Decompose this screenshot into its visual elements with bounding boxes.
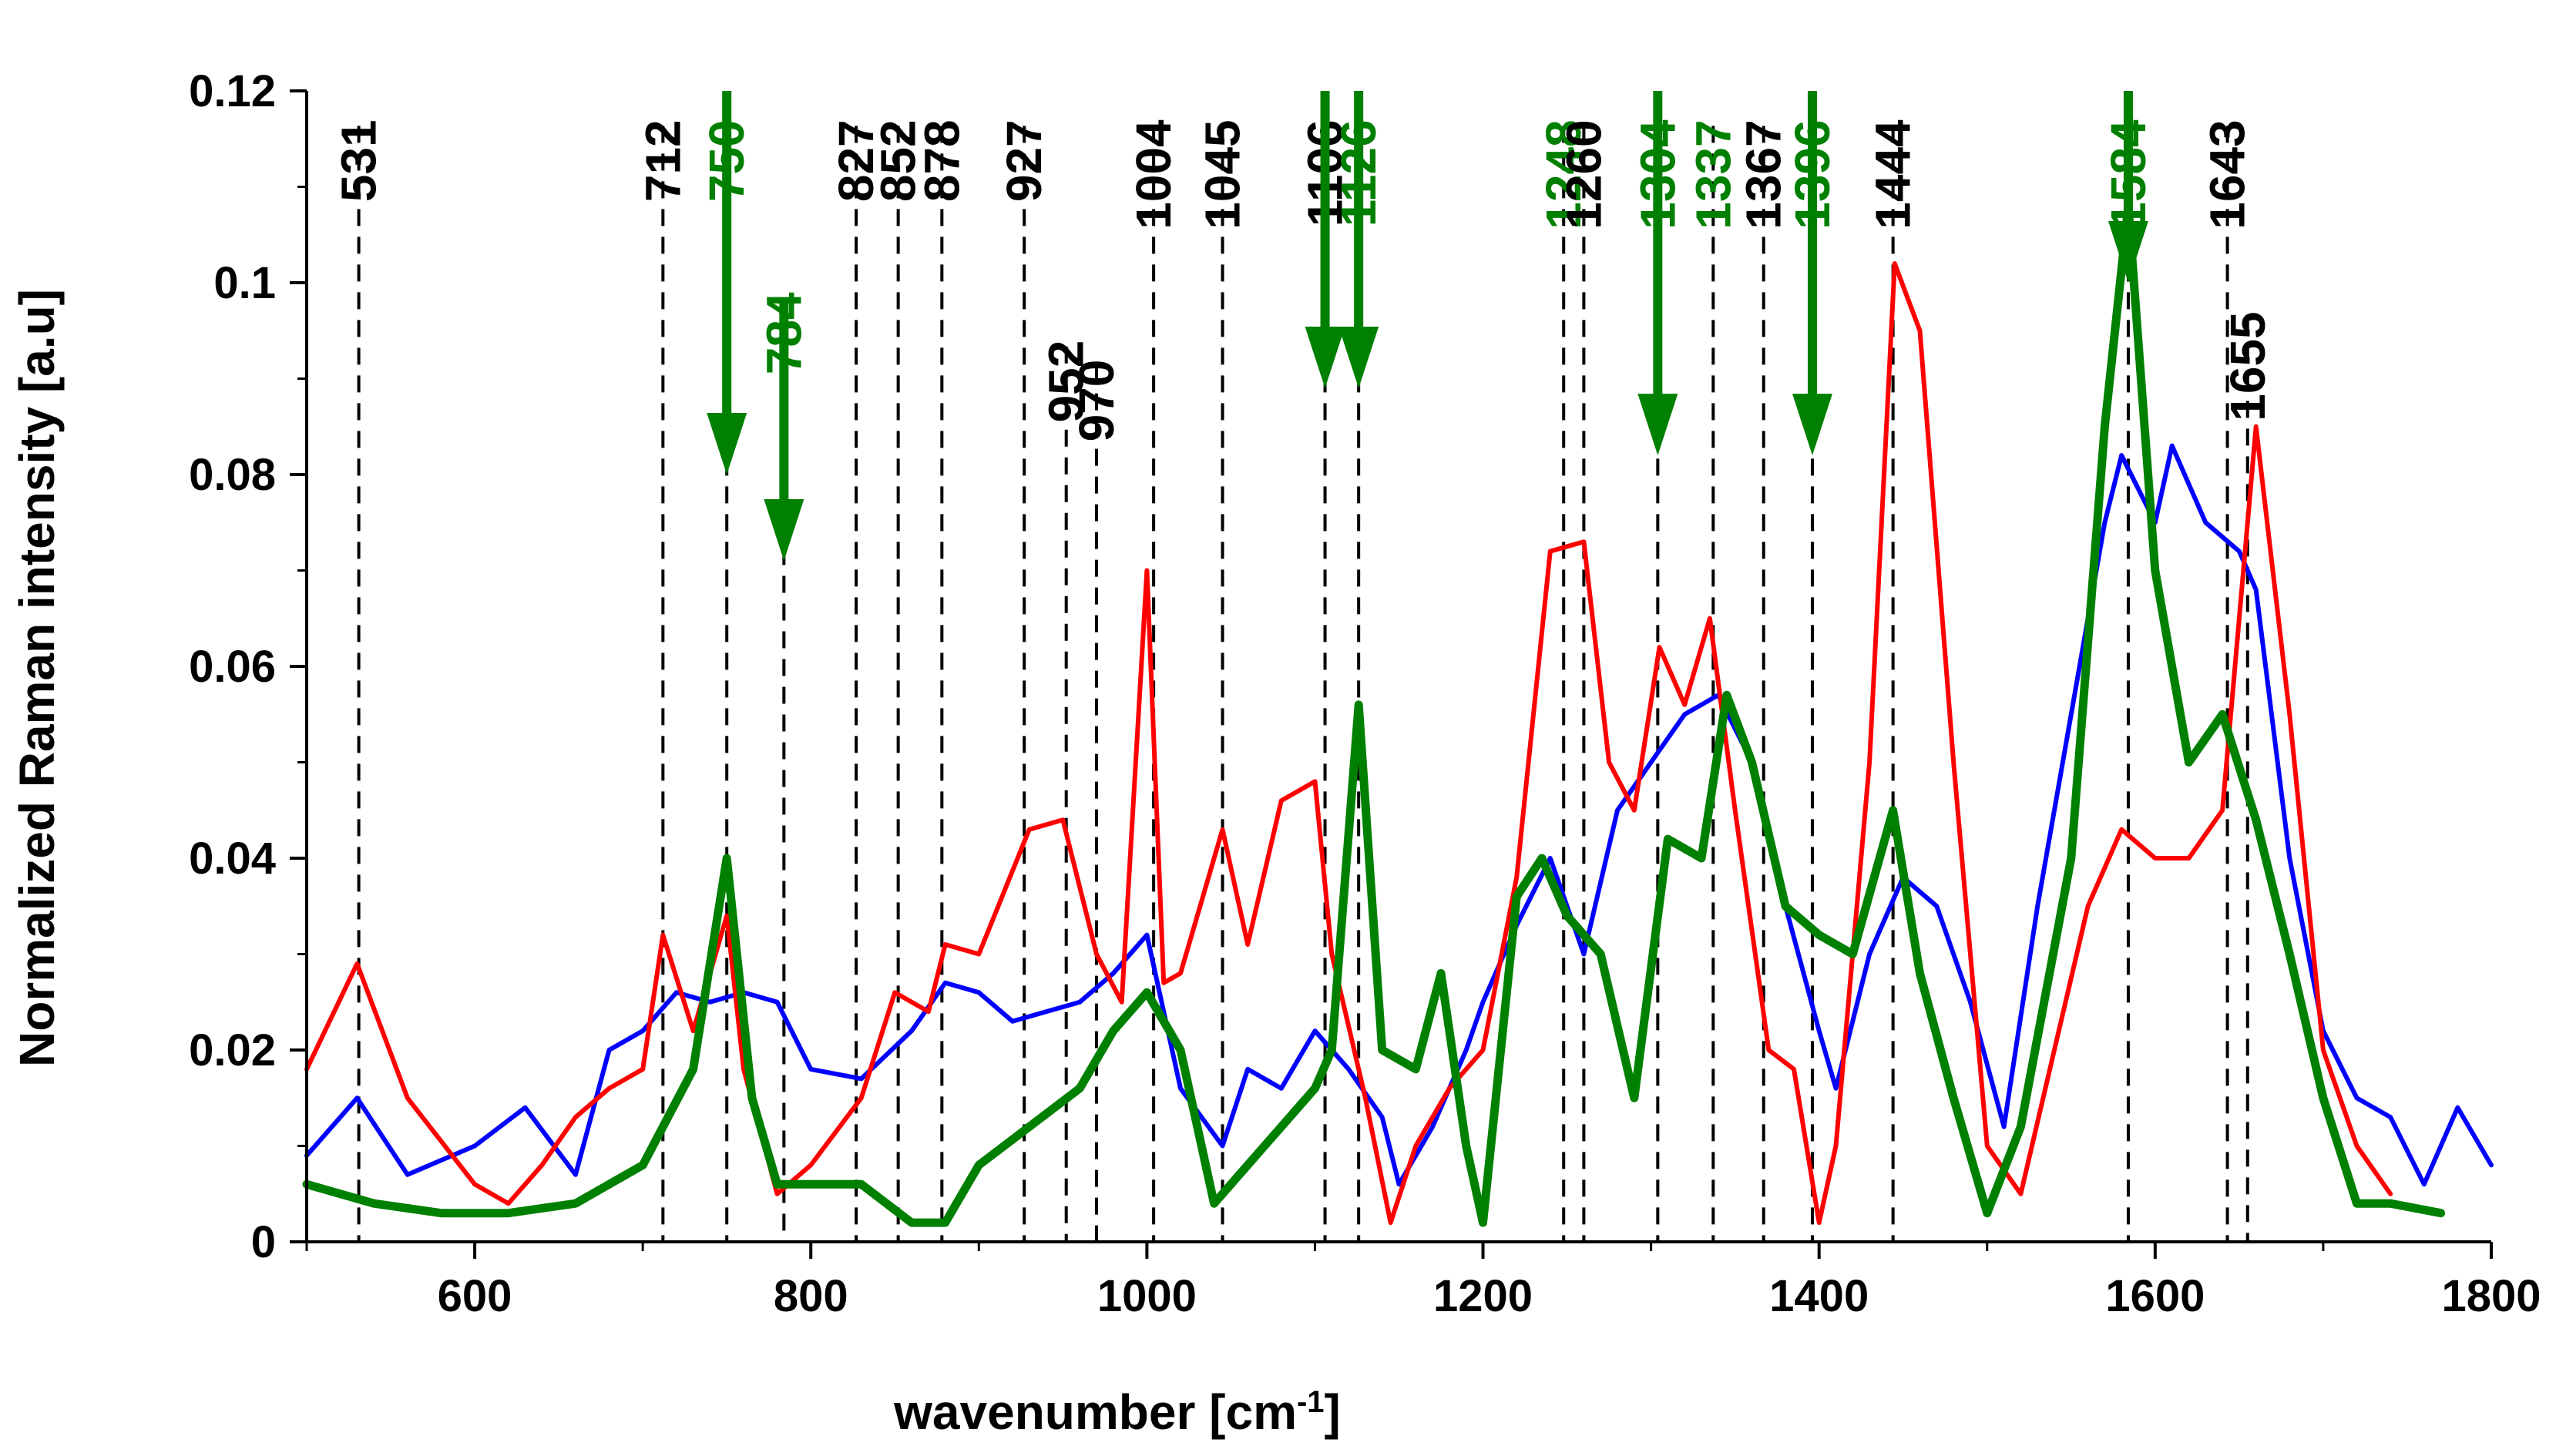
y-tick-label-0.06: 0.06 xyxy=(189,642,276,692)
plot-area: 5317127507848278528789279529701004104511… xyxy=(302,91,2494,1242)
peak-label-1367: 1367 xyxy=(1736,119,1792,229)
peak-label-952: 952 xyxy=(1039,341,1094,423)
peak-label-970: 970 xyxy=(1069,360,1124,442)
arrow-head-1396 xyxy=(1792,394,1832,456)
x-axis-title-end: ] xyxy=(1325,1384,1341,1440)
peak-label-1045: 1045 xyxy=(1195,119,1251,229)
y-axis-title: Normalized Raman intensity [a.u] xyxy=(9,289,65,1067)
arrow-head-1584 xyxy=(2108,221,2148,283)
y-tick-label-0: 0 xyxy=(251,1217,276,1267)
x-tick-label-1200: 1200 xyxy=(1433,1271,1533,1321)
peak-label-878: 878 xyxy=(914,119,969,202)
peak-label-1248: 1248 xyxy=(1536,119,1591,229)
peak-label-1655: 1655 xyxy=(2220,311,2275,421)
peak-label-1643: 1643 xyxy=(2200,119,2255,229)
axes: 600 800 1000 1200 1400 1600 1800 0 0.02 0.04 0.06 0… xyxy=(189,66,2541,1321)
y-tick-label-0.04: 0.04 xyxy=(189,834,276,884)
x-tick-label-1400: 1400 xyxy=(1769,1271,1869,1321)
x-tick-label-1600: 1600 xyxy=(2105,1271,2205,1321)
peak-label-1444: 1444 xyxy=(1866,119,1921,230)
peak-label-1337: 1337 xyxy=(1685,119,1741,229)
peak-label-1004: 1004 xyxy=(1126,119,1181,230)
peak-label-712: 712 xyxy=(635,119,690,202)
arrow-head-1304 xyxy=(1637,394,1678,456)
series-line-green xyxy=(302,201,2446,1227)
x-axis-title-main: wavenumber [cm xyxy=(893,1384,1297,1440)
arrow-head-784 xyxy=(764,499,804,562)
peak-label-531: 531 xyxy=(331,119,387,202)
x-tick-label-1800: 1800 xyxy=(2441,1271,2541,1321)
series-line-red xyxy=(304,261,2393,1226)
x-tick-label-1000: 1000 xyxy=(1097,1271,1197,1321)
y-tick-label-0.02: 0.02 xyxy=(189,1025,276,1075)
peak-label-827: 827 xyxy=(828,119,884,202)
x-tick-label-800: 800 xyxy=(774,1271,848,1321)
arrow-head-1106 xyxy=(1305,326,1345,388)
arrow-head-750 xyxy=(707,413,747,475)
y-tick-label-0.12: 0.12 xyxy=(189,66,276,116)
x-axis-title: wavenumber [cm-1] xyxy=(893,1384,1341,1440)
x-tick-label-600: 600 xyxy=(438,1271,512,1321)
x-axis-title-sup: -1 xyxy=(1297,1385,1325,1419)
peak-label-927: 927 xyxy=(996,119,1052,202)
peak-label-852: 852 xyxy=(871,119,926,202)
peak-label-1260: 1260 xyxy=(1556,119,1611,229)
y-tick-label-0.1: 0.1 xyxy=(213,258,276,308)
y-tick-label-0.08: 0.08 xyxy=(189,450,276,500)
series-line-blue xyxy=(304,443,2494,1187)
arrow-head-1126 xyxy=(1338,326,1379,388)
